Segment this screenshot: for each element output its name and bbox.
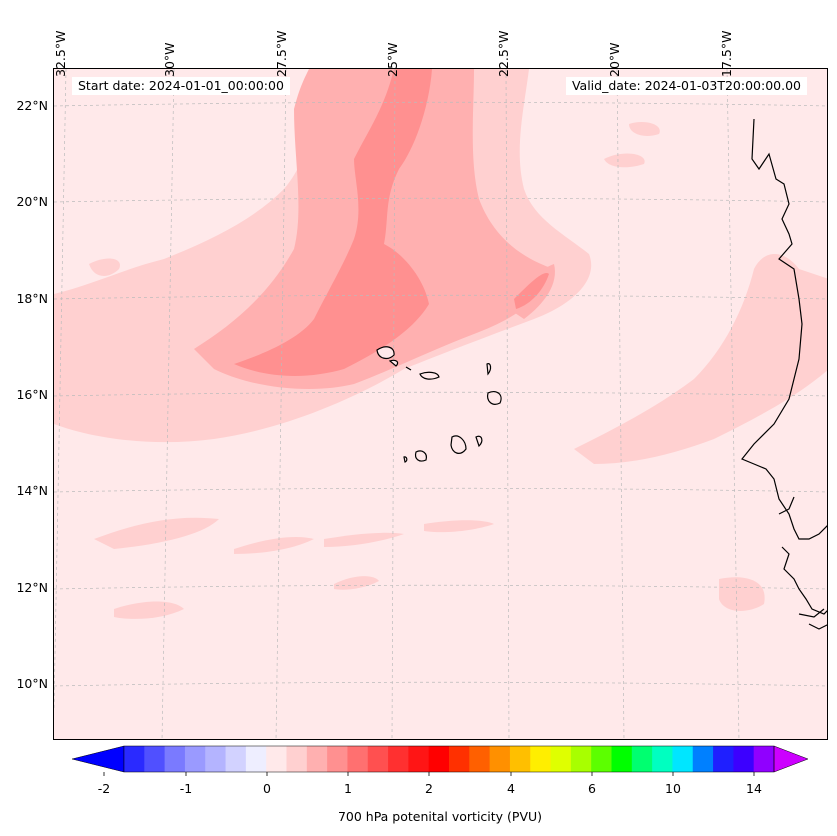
- colorbar-cell: [449, 746, 470, 772]
- colorbar-tick-label: 10: [665, 781, 681, 796]
- contour-right-band: [574, 254, 827, 464]
- colorbar-cell: [631, 746, 653, 772]
- colorbar-tick-label: 2: [425, 781, 433, 796]
- colorbar-cell: [124, 746, 145, 772]
- colorbar-cell: [489, 746, 511, 772]
- lon-label-17-5w: 17.5°W: [719, 30, 734, 77]
- lon-label-30w: 30°W: [162, 42, 177, 77]
- start-date-label: Start date: 2024-01-01_00:00:00: [78, 78, 284, 93]
- colorbar-cell: [225, 746, 247, 772]
- colorbar-cell: [469, 746, 491, 772]
- vorticity-map: [54, 69, 827, 739]
- colorbar-cell: [286, 746, 308, 772]
- valid-date-label: Valid_date: 2024-01-03T20:00:00.00: [571, 78, 801, 93]
- colorbar-cell: [591, 746, 612, 772]
- colorbar-cell: [509, 746, 531, 772]
- contour-streak-1: [94, 517, 219, 549]
- colorbar-cell: [245, 746, 267, 772]
- colorbar-cell: [184, 746, 206, 772]
- colorbar-tick-label: -2: [97, 781, 111, 796]
- colorbar: [71, 745, 809, 776]
- contour-streak-3: [324, 532, 404, 547]
- map-panel: Start date: 2024-01-01_00:00:00 Valid_da…: [53, 68, 828, 740]
- colorbar-cell: [713, 746, 734, 772]
- contour-streak-2: [234, 537, 314, 554]
- contour-streak-6: [334, 576, 379, 590]
- pv-contour-fills: [54, 69, 827, 619]
- colorbar-cell: [692, 746, 714, 772]
- colorbar-extend-min: [71, 745, 125, 773]
- colorbar-cell: [388, 746, 409, 772]
- coastline: [741, 118, 827, 630]
- colorbar-cell: [550, 746, 572, 772]
- colorbar-cell: [753, 746, 775, 772]
- colorbar-cell: [306, 746, 328, 772]
- colorbar-cell: [428, 746, 450, 772]
- colorbar-cell: [205, 746, 227, 772]
- contour-small-4: [719, 577, 765, 611]
- colorbar-cell: [164, 746, 186, 772]
- colorbar-cell: [530, 746, 552, 772]
- lon-label-20w: 20°W: [607, 42, 622, 77]
- colorbar-cell: [367, 746, 389, 772]
- contour-core-2: [514, 273, 549, 309]
- colorbar-tick-label: 1: [344, 781, 352, 796]
- lon-label-22-5w: 22.5°W: [496, 30, 511, 77]
- colorbar-cell: [733, 746, 755, 772]
- lat-label-16n: 16°N: [16, 387, 48, 402]
- colorbar-cell: [144, 746, 166, 772]
- colorbar-cell: [652, 746, 673, 772]
- colorbar-cell: [672, 746, 694, 772]
- colorbar-tick-label: 0: [263, 781, 271, 796]
- colorbar-cells: [71, 745, 809, 776]
- cape-verde-islands: [376, 346, 502, 463]
- colorbar-tick-label: 4: [507, 781, 515, 796]
- lat-label-10n: 10°N: [16, 676, 48, 691]
- lat-label-18n: 18°N: [16, 291, 48, 306]
- contour-small-1: [89, 258, 120, 276]
- colorbar-tick-label: -1: [179, 781, 193, 796]
- contour-small-2: [604, 153, 645, 168]
- valid-date-box: Valid_date: 2024-01-03T20:00:00.00: [565, 77, 807, 95]
- contour-streak-4: [424, 520, 494, 533]
- lon-label-25w: 25°W: [385, 42, 400, 77]
- colorbar-frame: [123, 745, 775, 773]
- colorbar-cell: [408, 746, 430, 772]
- colorbar-tick-label: 14: [746, 781, 762, 796]
- colorbar-cell: [570, 746, 592, 772]
- lon-label-32-5w: 32.5°W: [53, 30, 68, 77]
- colorbar-cell: [611, 746, 633, 772]
- colorbar-extend-max: [773, 745, 809, 773]
- lat-label-22n: 22°N: [16, 98, 48, 113]
- lat-label-20n: 20°N: [16, 194, 48, 209]
- colorbar-cell: [266, 746, 287, 772]
- contour-core-1: [234, 69, 432, 376]
- contour-streak-5: [114, 601, 184, 619]
- lat-label-12n: 12°N: [16, 580, 48, 595]
- lat-label-14n: 14°N: [16, 483, 48, 498]
- gridlines: [54, 69, 827, 739]
- contour-small-3: [629, 122, 660, 136]
- lon-label-27-5w: 27.5°W: [274, 30, 289, 77]
- start-date-box: Start date: 2024-01-01_00:00:00: [72, 77, 290, 95]
- colorbar-title: 700 hPa potenital vorticity (PVU): [337, 809, 543, 824]
- colorbar-cell: [327, 746, 348, 772]
- colorbar-cell: [347, 746, 369, 772]
- colorbar-tick-label: 6: [588, 781, 596, 796]
